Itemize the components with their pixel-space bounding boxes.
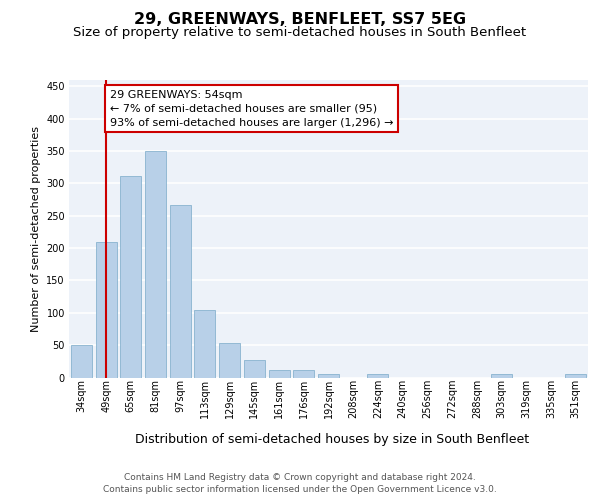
Text: 29 GREENWAYS: 54sqm
← 7% of semi-detached houses are smaller (95)
93% of semi-de: 29 GREENWAYS: 54sqm ← 7% of semi-detache… [110, 90, 393, 128]
Text: 29, GREENWAYS, BENFLEET, SS7 5EG: 29, GREENWAYS, BENFLEET, SS7 5EG [134, 12, 466, 28]
Bar [194, 310, 215, 378]
Text: Size of property relative to semi-detached houses in South Benfleet: Size of property relative to semi-detach… [73, 26, 527, 39]
Text: Distribution of semi-detached houses by size in South Benfleet: Distribution of semi-detached houses by … [135, 432, 529, 446]
Bar [491, 374, 512, 378]
Bar [318, 374, 339, 378]
Bar [120, 176, 141, 378]
Bar [269, 370, 290, 378]
Bar [71, 345, 92, 378]
Bar [170, 205, 191, 378]
Bar [219, 342, 240, 378]
Bar [145, 151, 166, 378]
Bar [293, 370, 314, 378]
Bar [367, 374, 388, 378]
Bar [95, 242, 116, 378]
Text: Contains HM Land Registry data © Crown copyright and database right 2024.: Contains HM Land Registry data © Crown c… [124, 472, 476, 482]
Bar [565, 374, 586, 378]
Bar [244, 360, 265, 378]
Text: Contains public sector information licensed under the Open Government Licence v3: Contains public sector information licen… [103, 485, 497, 494]
Y-axis label: Number of semi-detached properties: Number of semi-detached properties [31, 126, 41, 332]
